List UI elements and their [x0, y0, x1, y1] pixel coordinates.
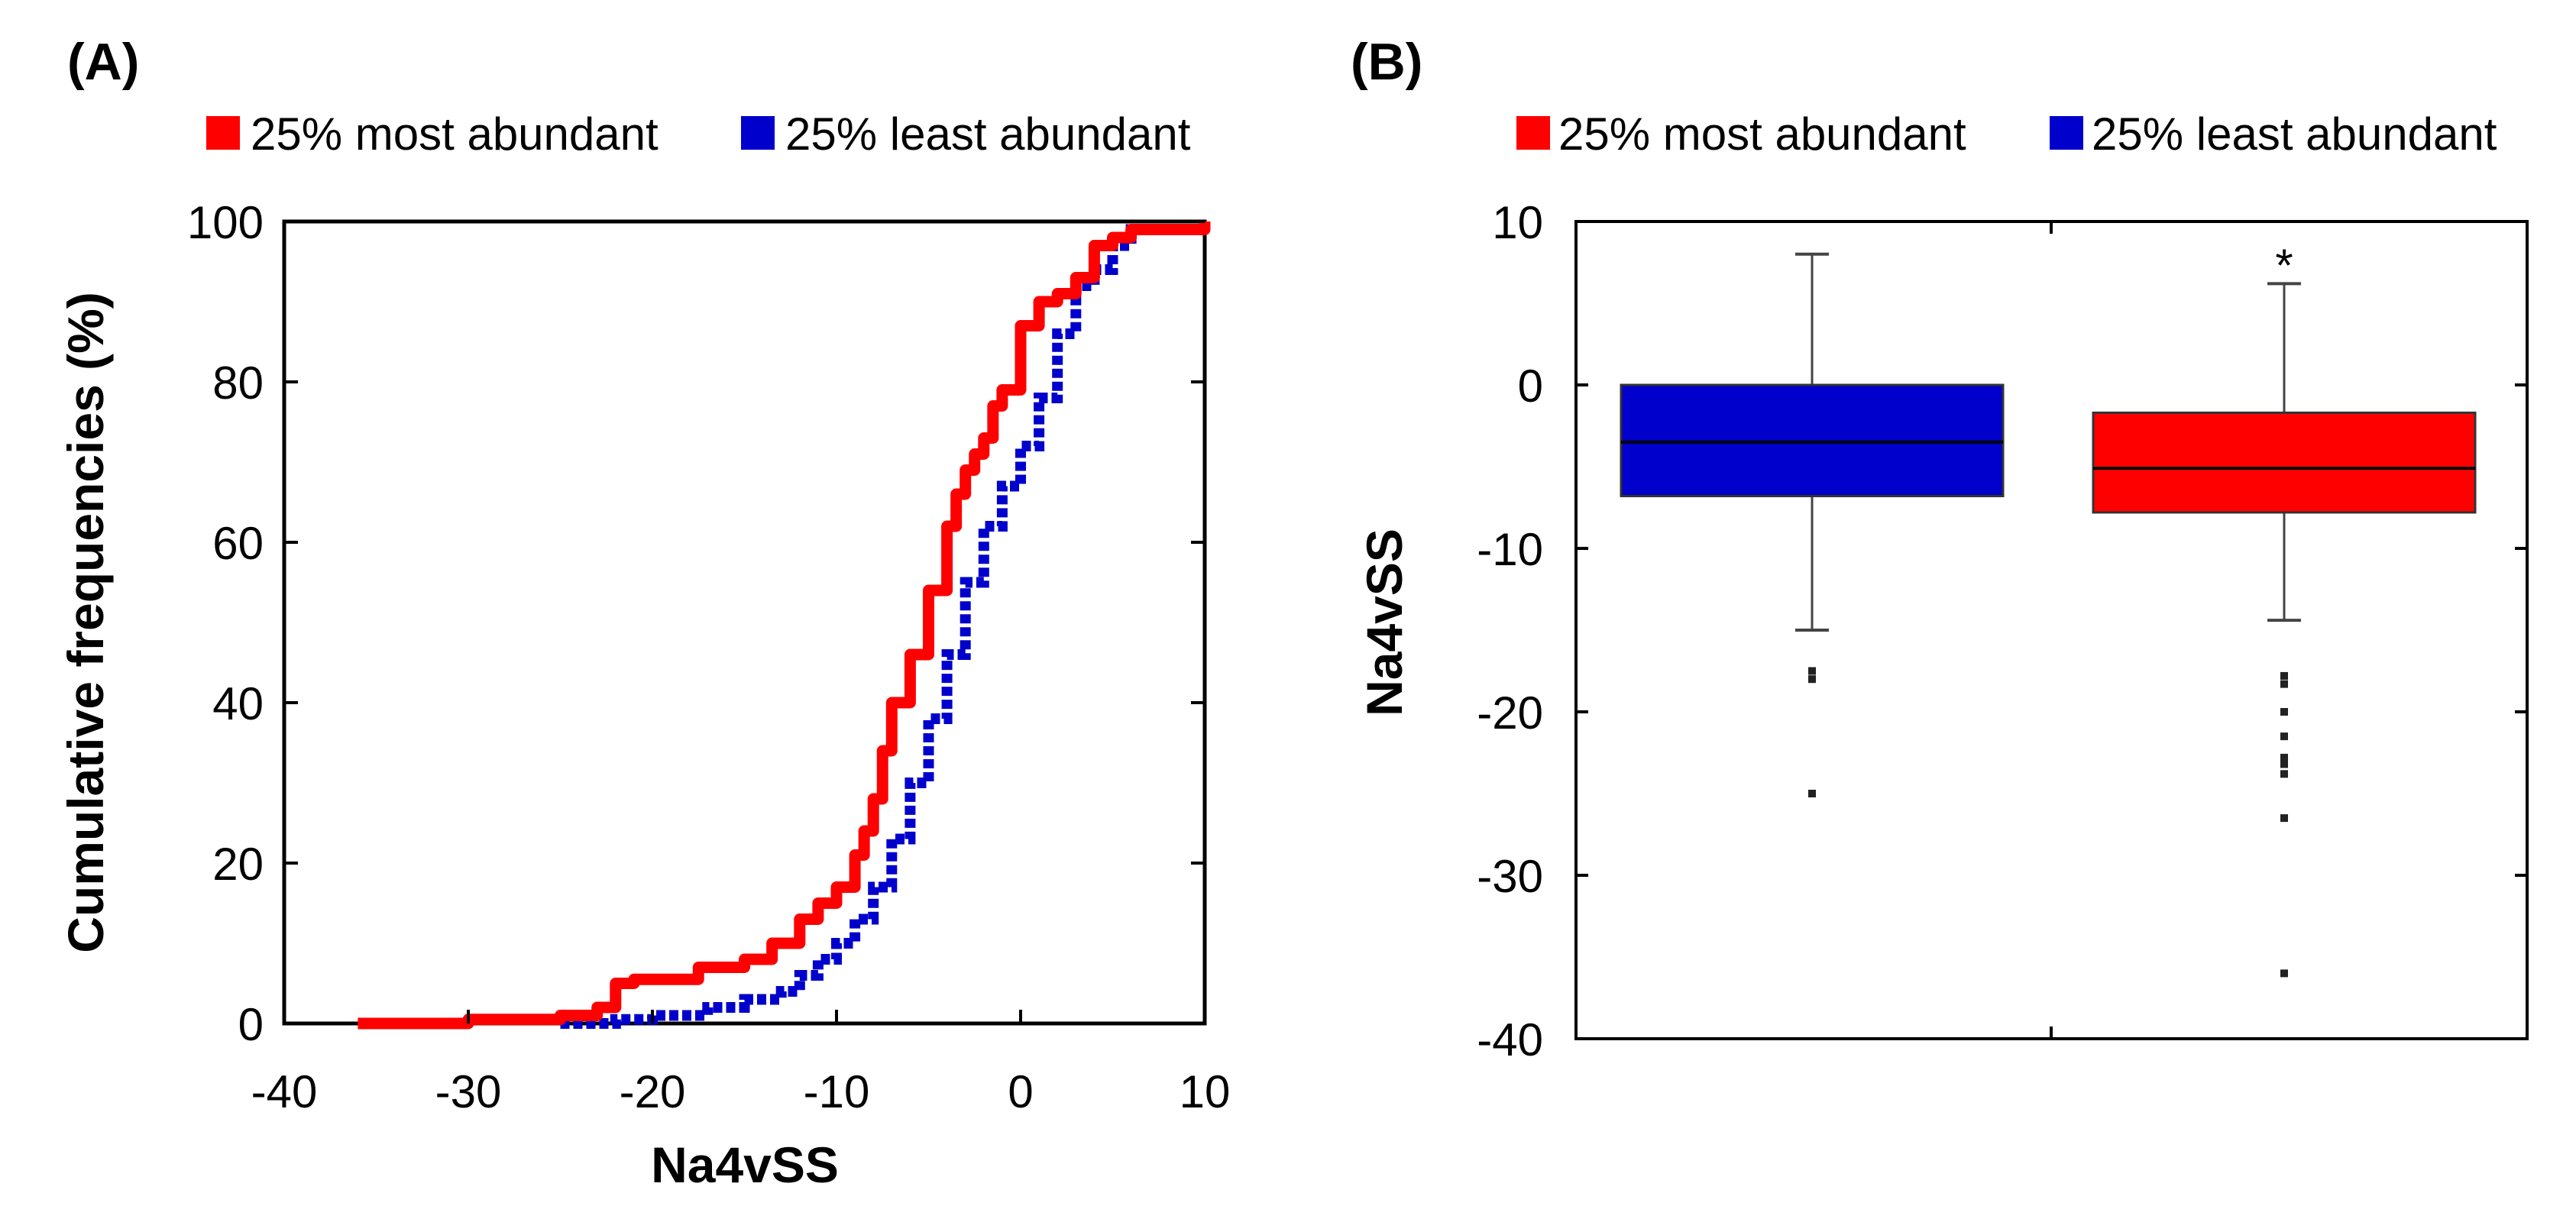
panel-b-y-ticks: 10 0 -10 -20 -30 -40 — [1477, 197, 2527, 1065]
panel-a-plot-frame — [282, 219, 1207, 1026]
y-tick-label: 10 — [1492, 197, 1543, 248]
y-tick-label: 20 — [212, 839, 264, 890]
iqr-box — [2092, 411, 2477, 514]
panel-a-y-ticks: 0 20 40 60 80 100 — [187, 197, 1205, 1050]
x-tick-label: 10 — [1180, 1066, 1231, 1117]
y-tick-label: 0 — [238, 999, 264, 1050]
legend-swatch-least — [2050, 116, 2083, 150]
panel-b: (B) 25% most abundant 25% least abundant… — [1351, 33, 2529, 1065]
y-tick-label: 40 — [212, 678, 264, 729]
iqr-box — [1620, 383, 2005, 498]
outlier-point — [2280, 760, 2288, 768]
panel-a-y-axis-title: Cumulative frequencies (%) — [57, 292, 114, 953]
y-tick-label: -10 — [1477, 524, 1543, 575]
panel-b-legend: 25% most abundant 25% least abundant — [1516, 108, 2497, 160]
panel-a-curves — [358, 221, 1211, 1030]
panel-a-x-ticks: -40 -30 -20 -10 0 10 — [251, 1010, 1231, 1117]
panel-a: (A) 25% most abundant 25% least abundant… — [57, 33, 1230, 1193]
outlier-point — [2280, 753, 2288, 761]
x-tick-label: -30 — [435, 1066, 502, 1117]
outlier-point — [2280, 671, 2288, 680]
legend-swatch-least — [741, 116, 775, 150]
outlier-point — [2280, 969, 2288, 978]
panel-b-boxes — [1620, 252, 2477, 978]
outlier-point — [1808, 675, 1816, 684]
legend-label-most: 25% most abundant — [1558, 108, 1966, 160]
y-tick-label: 80 — [212, 357, 264, 409]
y-tick-label: 0 — [1518, 361, 1543, 412]
y-tick-label: -20 — [1477, 687, 1543, 739]
panel-a-x-axis-title: Na4vSS — [651, 1136, 839, 1193]
legend-swatch-most — [206, 116, 240, 150]
y-tick-label: -40 — [1477, 1014, 1543, 1065]
outlier-point — [1808, 667, 1816, 675]
y-tick-label: 60 — [212, 518, 264, 569]
box-most-abundant — [2092, 282, 2477, 978]
outlier-point — [2280, 732, 2288, 741]
x-tick-label: -40 — [251, 1066, 318, 1117]
x-tick-label: -20 — [620, 1066, 686, 1117]
outlier-point — [2280, 680, 2288, 688]
outlier-point — [2280, 708, 2288, 716]
panel-a-legend: 25% most abundant 25% least abundant — [206, 108, 1191, 160]
legend-label-most: 25% most abundant — [251, 108, 659, 160]
panel-b-y-axis-title: Na4vSS — [1356, 529, 1413, 716]
outlier-point — [1808, 790, 1816, 797]
outlier-point — [2280, 814, 2288, 823]
legend-label-least: 25% least abundant — [2092, 108, 2497, 160]
legend-swatch-most — [1516, 116, 1550, 150]
y-tick-label: 100 — [187, 197, 264, 248]
panel-b-plot-frame — [1574, 220, 2529, 1040]
x-tick-label: 0 — [1008, 1066, 1033, 1117]
significance-asterisk: * — [2275, 240, 2293, 291]
panel-b-label: (B) — [1351, 33, 1422, 91]
series-least-abundant-line — [560, 221, 1210, 1029]
legend-label-least: 25% least abundant — [785, 108, 1191, 160]
box-least-abundant — [1620, 252, 2005, 797]
outlier-point — [2280, 770, 2288, 778]
y-tick-label: -30 — [1477, 851, 1543, 902]
x-tick-label: -10 — [804, 1066, 870, 1117]
series-most-abundant-line — [358, 221, 1211, 1030]
panel-a-label: (A) — [67, 33, 139, 91]
